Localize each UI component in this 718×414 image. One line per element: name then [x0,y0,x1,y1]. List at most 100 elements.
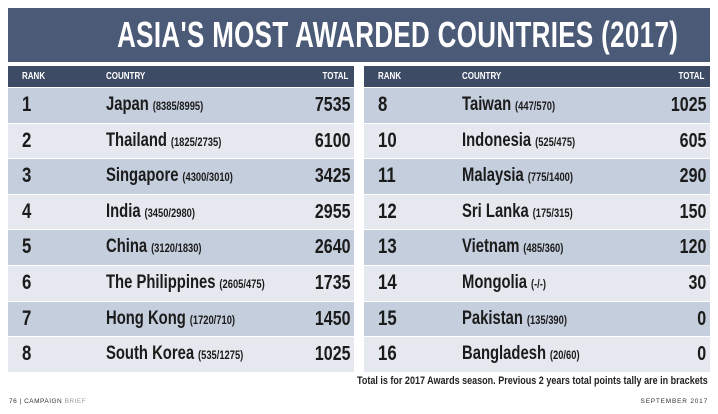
total: 605 [679,129,706,152]
table-row: 15 Pakistan (135/390) 0 [364,300,710,337]
table-row: 16 Bangladesh (20/60) 0 [364,336,710,372]
header-cell: RANK [378,71,402,82]
country-cell: Singapore (4300/3010) [106,159,233,194]
footnote: Total is for 2017 Awards season. Previou… [357,375,708,387]
table-row: 2 Thailand (1825/2735) 6100 [8,122,354,159]
rank: 14 [378,270,397,294]
country: Singapore [106,165,179,187]
rank: 8 [378,93,388,116]
header-cell: COUNTRY [106,71,146,82]
table-row: 8 Taiwan (447/570) 1025 [364,87,710,123]
points: (8385/8995) [152,99,204,113]
brand: CAMPAIGN [24,398,63,405]
points: (535/1275) [198,348,244,363]
rank: 3 [22,164,32,188]
footer-left: 76 | CAMPAIGN BRIEF [9,398,86,405]
country-cell: Japan (8385/8995) [106,88,203,123]
rank: 4 [22,199,32,223]
rank: 6 [22,270,32,294]
country-cell: Hong Kong (1720/710) [106,302,235,337]
table-row: 3 Singapore (4300/3010) 3425 [8,158,354,194]
rank: 5 [22,235,32,259]
rank: 13 [378,235,397,259]
brand-suffix: BRIEF [64,398,87,405]
country-cell: Vietnam (485/360) [462,230,563,265]
header-row: RANK COUNTRY TOTAL [8,66,354,87]
rank: 15 [378,306,397,330]
rank: 2 [22,128,32,152]
country: China [106,236,148,258]
rank: 10 [378,128,397,152]
table-row: 1 Japan (8385/8995) 7535 [8,87,354,123]
points: (3120/1830) [151,241,202,256]
country-cell: Bangladesh (20/60) [462,337,580,372]
country-cell: Mongolia (-/-) [462,266,546,301]
total: 0 [697,307,706,330]
rank: 8 [22,342,32,366]
table-row: 11 Malaysia (775/1400) 290 [364,158,710,194]
table: RANK COUNTRY TOTAL 8 Taiwan (447/570) 1025 10 In… [364,66,710,372]
points: (4300/3010) [182,170,233,185]
country: Taiwan [462,94,512,115]
points: (1825/2735) [170,134,222,149]
rank: 12 [378,199,397,223]
total: 30 [688,271,706,294]
country: Thailand [106,129,167,151]
total: 290 [679,165,706,188]
points: (135/390) [526,312,567,327]
header-row: RANK COUNTRY TOTAL [364,66,710,87]
table-row: 13 Vietnam (485/360) 120 [364,229,710,265]
total: 120 [679,236,706,259]
table-row: 4 India (3450/2980) 2955 [8,193,354,230]
country-cell: India (3450/2980) [106,195,195,230]
total: 1025 [670,94,706,116]
table-row: 6 The Philippines (2605/475) 1735 [8,264,354,301]
table-row: 10 Indonesia (525/475) 605 [364,122,710,159]
country-cell: Thailand (1825/2735) [106,124,221,159]
total: 2640 [314,236,350,259]
points: (447/570) [515,99,556,113]
country: Vietnam [462,236,520,258]
header-cell: COUNTRY [462,71,502,82]
table-row: 8 South Korea (535/1275) 1025 [8,336,354,372]
total: 6100 [314,129,350,152]
separator: | [19,398,22,405]
title: ASIA'S MOST AWARDED COUNTRIES (2017) [117,14,679,55]
points: (175/315) [532,205,573,220]
country: Indonesia [462,129,532,151]
country: Japan [106,94,149,115]
header-cell: RANK [22,71,46,82]
country: Pakistan [462,307,523,329]
country: Hong Kong [106,307,186,329]
country: India [106,200,141,222]
header-cell: TOTAL [678,71,704,82]
points: (3450/2980) [144,205,195,220]
header-cell: TOTAL [322,71,348,82]
country-cell: Sri Lanka (175/315) [462,195,573,230]
country-cell: Malaysia (775/1400) [462,159,573,194]
total: 7535 [314,94,350,116]
rank: 1 [22,93,32,116]
country-cell: Indonesia (525/475) [462,124,575,159]
country-cell: South Korea (535/1275) [106,337,243,372]
points: (20/60) [549,348,580,363]
title-banner: ASIA'S MOST AWARDED COUNTRIES (2017) [8,8,710,62]
rank: 11 [378,164,396,188]
country: Malaysia [462,165,524,187]
rank: 7 [22,306,32,330]
country: Sri Lanka [462,200,529,222]
points: (1720/710) [189,312,236,327]
page-number: 76 [9,398,18,405]
table-row: 7 Hong Kong (1720/710) 1450 [8,300,354,337]
country-cell: China (3120/1830) [106,230,202,265]
country: South Korea [106,343,195,365]
points: (775/1400) [527,170,573,185]
country: The Philippines [106,271,216,293]
total: 3425 [314,165,350,188]
footer-date: SEPTEMBER 2017 [640,398,708,405]
points: (525/475) [535,134,576,149]
country: Bangladesh [462,343,547,365]
points: (485/360) [523,241,564,256]
country: Mongolia [462,271,528,293]
